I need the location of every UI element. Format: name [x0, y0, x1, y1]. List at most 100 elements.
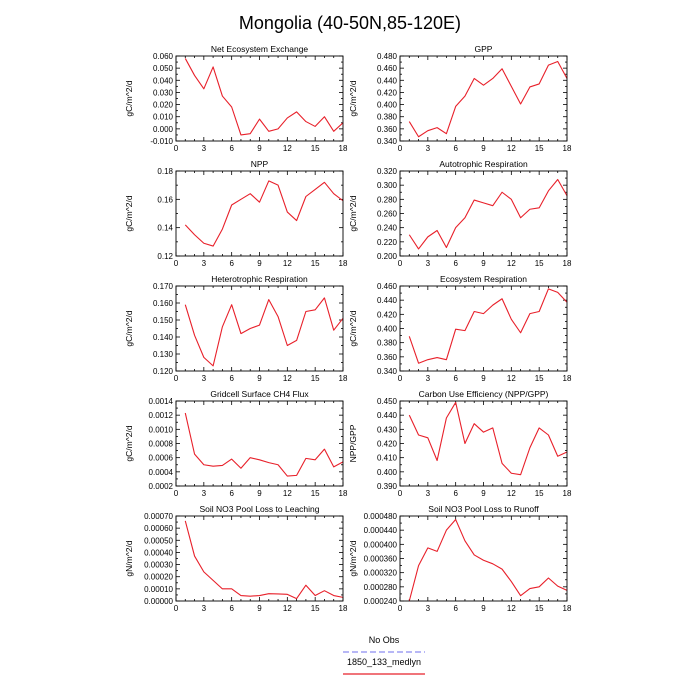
y-tick-label: 0.12	[157, 252, 173, 261]
y-tick-label: 0.480	[377, 52, 398, 61]
y-tick-label: 0.0014	[149, 397, 174, 406]
series-line	[408, 518, 568, 602]
x-tick-label: 6	[453, 144, 458, 153]
y-tick-label: 0.0012	[149, 411, 174, 420]
y-tick-label: 0.000440	[364, 526, 398, 535]
x-tick-label: 15	[311, 489, 320, 498]
y-tick-label: 0.050	[153, 64, 174, 73]
series-line	[408, 401, 568, 476]
y-tick-label: 0.020	[153, 101, 174, 110]
chart-panel: NPP gC/m^2/d 0 3 6 9 12 15 18 0.12 0.14 0.16 0.18	[124, 159, 348, 268]
x-tick-label: 12	[507, 604, 516, 613]
y-tick-label: 0.360	[377, 353, 398, 362]
panel-title: Gridcell Surface CH4 Flux	[210, 389, 309, 399]
legend-label: No Obs	[369, 635, 400, 645]
y-tick-label: 0.300	[377, 181, 398, 190]
chart-panel: Autotrophic Respiration gC/m^2/d 0 3 6 9 12 15 1…	[348, 159, 572, 268]
x-tick-label: 18	[563, 489, 572, 498]
y-tick-label: 0.420	[377, 88, 398, 97]
legend-label: 1850_133_medlyn	[347, 657, 421, 667]
x-tick-label: 6	[229, 259, 234, 268]
x-tick-label: 18	[339, 604, 348, 613]
x-tick-label: 12	[283, 604, 292, 613]
y-axis-label: gC/m^2/d	[348, 80, 358, 116]
x-tick-label: 9	[257, 374, 262, 383]
y-tick-label: 0.410	[377, 454, 398, 463]
chart-panel: GPP gC/m^2/d 0 3 6 9 12 15 18 0.340 0.360 0.380 0.40…	[348, 44, 572, 153]
x-tick-label: 9	[257, 259, 262, 268]
x-tick-label: 15	[535, 604, 544, 613]
y-tick-label: 0.450	[377, 397, 398, 406]
x-tick-label: 3	[426, 144, 431, 153]
x-tick-label: 18	[563, 374, 572, 383]
x-tick-label: 3	[426, 374, 431, 383]
y-tick-label: 0.170	[153, 282, 174, 291]
x-tick-label: 12	[507, 259, 516, 268]
x-tick-label: 0	[398, 374, 403, 383]
y-tick-label: 0.0004	[149, 468, 174, 477]
x-tick-label: 0	[174, 604, 179, 613]
y-tick-label: 0.060	[153, 52, 174, 61]
x-tick-label: 9	[481, 259, 486, 268]
series-line	[184, 297, 344, 367]
x-tick-label: 3	[202, 489, 207, 498]
plot-frame	[399, 515, 568, 602]
y-tick-label: 0.00010	[144, 585, 173, 594]
y-tick-label: 0.00000	[144, 597, 173, 606]
y-tick-label: 0.440	[377, 296, 398, 305]
y-tick-label: 0.00040	[144, 548, 173, 557]
y-axis-label: gN/m^2/d	[124, 540, 134, 576]
chart-panel: Heterotrophic Respiration gC/m^2/d 0 3 6 9 12 1…	[124, 274, 348, 383]
y-tick-label: 0.340	[377, 367, 398, 376]
panel-title: Carbon Use Efficiency (NPP/GPP)	[419, 389, 549, 399]
chart-panel: Gridcell Surface CH4 Flux gC/m^2/d 0 3 6 9 12 1…	[124, 389, 348, 498]
chart-panel: Soil NO3 Pool Loss to Runoff gN/m^2/d 0 3 6 9…	[348, 504, 572, 613]
y-tick-label: 0.200	[377, 252, 398, 261]
y-tick-label: 0.00020	[144, 573, 173, 582]
y-tick-label: 0.00060	[144, 524, 173, 533]
plot-frame	[175, 170, 344, 257]
x-tick-label: 6	[453, 374, 458, 383]
x-tick-label: 3	[202, 374, 207, 383]
y-tick-label: 0.0006	[149, 454, 174, 463]
y-tick-label: 0.430	[377, 425, 398, 434]
x-tick-label: 0	[398, 144, 403, 153]
x-tick-label: 12	[283, 489, 292, 498]
x-tick-label: 15	[311, 259, 320, 268]
panel-title: Net Ecosystem Exchange	[211, 44, 309, 54]
x-tick-label: 15	[535, 259, 544, 268]
y-tick-label: 0.040	[153, 76, 174, 85]
x-tick-label: 3	[202, 259, 207, 268]
x-tick-label: 6	[453, 489, 458, 498]
y-axis-label: gC/m^2/d	[124, 425, 134, 461]
y-tick-label: 0.0008	[149, 440, 174, 449]
series-line	[408, 288, 568, 364]
y-tick-label: 0.400	[377, 101, 398, 110]
panel-title: GPP	[475, 44, 493, 54]
y-tick-label: 0.18	[157, 167, 173, 176]
x-tick-label: 3	[426, 259, 431, 268]
y-tick-label: 0.460	[377, 282, 398, 291]
y-tick-label: 0.220	[377, 238, 398, 247]
y-tick-label: 0.00070	[144, 512, 173, 521]
y-tick-label: 0.400	[377, 325, 398, 334]
x-tick-label: 18	[563, 604, 572, 613]
x-tick-label: 9	[257, 144, 262, 153]
plot-frame	[175, 400, 344, 487]
x-tick-label: 0	[174, 374, 179, 383]
x-tick-label: 18	[339, 489, 348, 498]
x-tick-label: 6	[453, 259, 458, 268]
x-tick-label: 15	[535, 374, 544, 383]
plot-frame	[399, 285, 568, 372]
plot-frame	[399, 400, 568, 487]
series-line	[184, 520, 344, 600]
y-tick-label: 0.000400	[364, 540, 398, 549]
x-tick-label: 6	[229, 144, 234, 153]
plot-frame	[399, 55, 568, 142]
x-tick-label: 6	[229, 374, 234, 383]
y-tick-label: 0.340	[377, 137, 398, 146]
x-tick-label: 3	[202, 144, 207, 153]
chart-panel: Ecosystem Respiration gC/m^2/d 0 3 6 9 12 15 18 0…	[348, 274, 572, 383]
x-tick-label: 0	[398, 489, 403, 498]
